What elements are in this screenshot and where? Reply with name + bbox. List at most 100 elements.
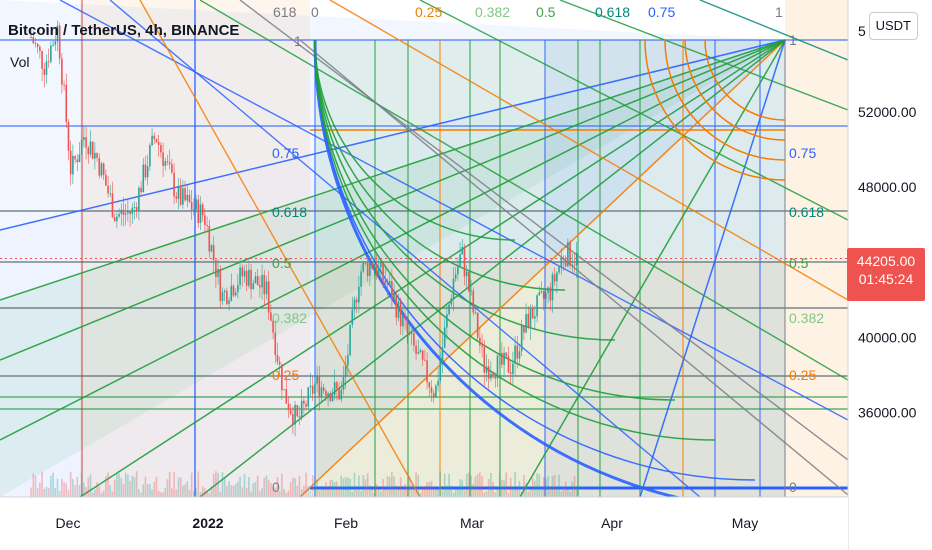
gann-arc <box>314 39 756 481</box>
candle-body <box>67 122 70 151</box>
volume-bar <box>186 481 189 497</box>
candle-body <box>333 382 336 395</box>
volume-bar <box>487 479 490 497</box>
volume-bar <box>498 473 501 497</box>
volume-bar <box>567 489 569 497</box>
volume-indicator-label[interactable]: Vol <box>10 54 30 70</box>
volume-bar <box>358 475 360 497</box>
gann-fan-line <box>199 39 786 497</box>
candle-body <box>415 345 417 354</box>
volume-bar <box>289 482 292 497</box>
volume-bar <box>331 479 334 497</box>
volume-bar <box>135 471 138 497</box>
volume-bar <box>562 486 565 497</box>
candle-body <box>573 264 576 266</box>
candle-body <box>195 199 197 210</box>
fib-level-label-right: 0.25 <box>789 367 816 383</box>
candle-body <box>558 266 560 273</box>
volume-bar <box>58 491 61 497</box>
candle-body <box>417 352 420 354</box>
chart-title[interactable]: Bitcoin / TetherUS, 4h, BINANCE <box>8 22 240 39</box>
volume-bar <box>344 477 347 497</box>
volume-bar <box>188 489 191 497</box>
candle-body <box>171 164 173 173</box>
candle-body <box>571 264 574 266</box>
candle-body <box>424 359 426 361</box>
candle-body <box>457 265 459 275</box>
volume-bar <box>435 488 437 497</box>
candle-body <box>516 345 519 359</box>
volume-bar <box>311 475 314 497</box>
candle-body <box>492 373 494 377</box>
candle-body <box>509 372 512 374</box>
candle-body <box>314 383 316 394</box>
currency-button[interactable]: USDT <box>868 12 918 40</box>
volume-bar <box>461 479 464 497</box>
gann-fan-line <box>0 39 786 441</box>
candle-body <box>179 186 182 205</box>
volume-bar <box>329 480 332 497</box>
candle-body <box>386 283 389 286</box>
gann-fan-line <box>419 0 848 221</box>
candle-body <box>547 287 549 293</box>
candle-body <box>248 269 250 286</box>
gann-arc <box>314 39 676 401</box>
volume-bar <box>254 482 257 497</box>
candle-body <box>109 193 112 195</box>
volume-bar <box>43 488 46 497</box>
gann-fan-line <box>59 0 848 421</box>
candle-body <box>219 269 222 301</box>
volume-bar <box>177 477 180 497</box>
candle-body <box>96 152 98 159</box>
candle-body <box>91 141 94 159</box>
candle-body <box>527 313 530 328</box>
candle-body <box>525 313 527 333</box>
candle-body <box>30 37 32 38</box>
candle-body <box>294 405 296 425</box>
volume-bar <box>142 484 145 497</box>
candle-body <box>54 41 57 45</box>
candle-body <box>523 325 525 333</box>
volume-bar <box>267 480 270 497</box>
volume-bar <box>338 490 340 497</box>
volume-bar <box>72 478 74 497</box>
candle-body <box>549 287 552 301</box>
candle-body <box>512 363 514 374</box>
volume-bar <box>171 488 173 497</box>
volume-bar <box>45 486 48 497</box>
volume-bar <box>316 479 318 497</box>
volume-bar <box>113 479 116 497</box>
gann-arc <box>314 39 566 291</box>
candle-body <box>281 364 283 391</box>
candle-body <box>402 315 404 327</box>
volume-bar <box>325 482 327 497</box>
volume-bar <box>263 477 266 497</box>
volume-bar <box>168 472 171 497</box>
candle-body <box>274 332 277 356</box>
volume-bar <box>252 483 255 497</box>
volume-bar <box>30 487 32 497</box>
fib-level-label-left: 0.382 <box>272 310 307 326</box>
candle-body <box>463 246 466 277</box>
volume-bar <box>144 476 147 497</box>
candle-body <box>406 319 409 333</box>
candle-body <box>520 325 523 352</box>
volume-bar <box>417 474 420 497</box>
volume-bar <box>531 478 534 497</box>
price-tick-label: 48000.00 <box>858 179 917 195</box>
volume-bar <box>307 486 310 497</box>
candle-body <box>369 263 371 277</box>
volume-bar <box>50 475 52 497</box>
volume-bar <box>538 474 541 497</box>
volume-bar <box>157 490 160 497</box>
candle-body <box>322 387 325 391</box>
candle-body <box>43 68 46 75</box>
volume-bar <box>160 492 162 497</box>
volume-bar <box>105 476 107 497</box>
candle-body <box>208 226 211 252</box>
candle-body <box>276 355 279 362</box>
candle-body <box>230 285 233 301</box>
time-tick-label: Dec <box>56 515 81 531</box>
candle-body <box>421 350 424 360</box>
